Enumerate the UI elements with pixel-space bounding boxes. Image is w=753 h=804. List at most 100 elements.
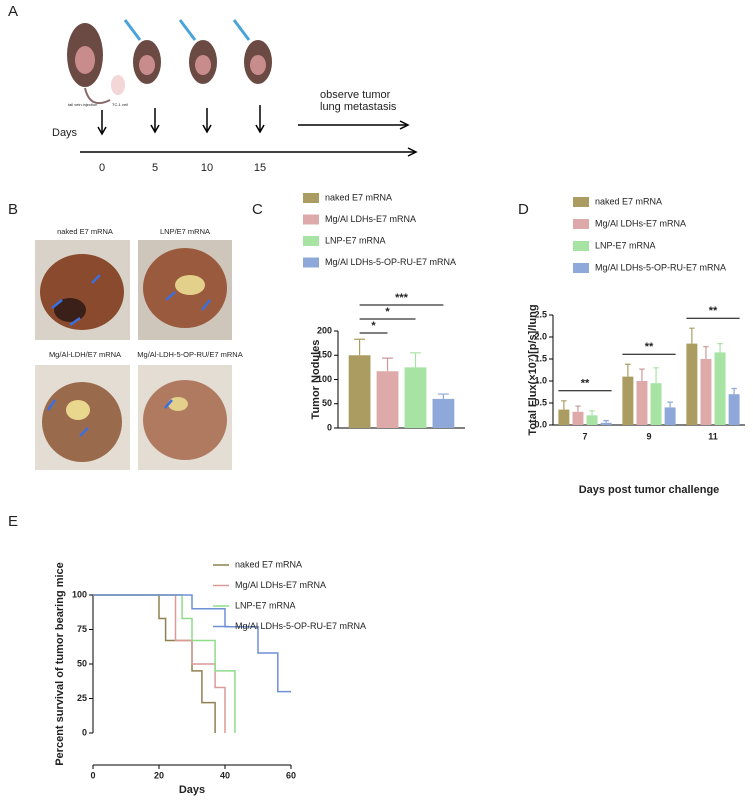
y-axis-title: Tumor Nodules — [310, 340, 322, 420]
x-tick-label: 20 — [154, 770, 164, 780]
legend-label: Mg/Al LDHs-5-OP-RU-E7 mRNA — [325, 257, 456, 267]
significance-label: * — [385, 306, 390, 318]
y-tick-label: 0.5 — [534, 397, 547, 407]
y-tick-label: 2.5 — [534, 309, 547, 319]
x-axis-title: Days — [179, 784, 205, 796]
y-tick-label: 0 — [82, 727, 87, 737]
error-bar — [589, 410, 595, 416]
outcome-text: lung metastasis — [320, 101, 397, 113]
y-tick-label: 100 — [72, 589, 87, 599]
legend-swatch — [303, 257, 319, 268]
legend-label: Mg/Al LDHs-E7 mRNA — [595, 218, 686, 228]
bar — [686, 343, 698, 425]
day-label: 0 — [99, 162, 105, 174]
significance-label: ** — [645, 341, 654, 353]
bar — [650, 383, 662, 425]
bar — [572, 411, 584, 425]
error-bar — [639, 368, 645, 381]
error-bar — [354, 338, 366, 356]
y-tick-label: 25 — [77, 693, 87, 703]
panel-label: D — [518, 201, 529, 218]
x-tick-label: 11 — [708, 431, 718, 441]
y-tick-label: 150 — [317, 350, 332, 360]
error-bar — [382, 357, 393, 372]
lung-photos — [35, 240, 232, 470]
bar — [348, 355, 371, 428]
bar — [636, 381, 648, 425]
day-label: 10 — [201, 162, 213, 174]
cell-label: TC-1 cell — [112, 102, 128, 107]
legend-label: Mg/Al LDHs-E7 mRNA — [235, 580, 326, 590]
legend-swatch — [573, 197, 589, 207]
legend-swatch — [573, 219, 589, 229]
survival-line — [93, 594, 291, 693]
y-tick-label: 100 — [317, 374, 332, 384]
timeline-arrows — [80, 105, 418, 157]
legend-swatch — [303, 193, 319, 203]
error-bar — [653, 367, 659, 384]
significance-label: *** — [395, 292, 409, 304]
bar — [404, 367, 427, 428]
bar — [600, 422, 612, 425]
y-tick-label: 2.0 — [534, 331, 547, 341]
image-label: LNP/E7 mRNA — [160, 227, 210, 236]
y-axis-title: Total Flux(×10⁷)[p/s]/lung — [527, 304, 539, 435]
legend-swatch — [573, 241, 589, 251]
legend-swatch — [573, 263, 589, 273]
outcome-text: observe tumor — [320, 89, 391, 101]
bar — [622, 376, 634, 425]
error-bar — [667, 401, 673, 408]
day-label: 5 — [152, 162, 158, 174]
legend-swatch — [303, 236, 319, 246]
mouse-illustrations — [67, 19, 272, 104]
days-label: Days — [52, 127, 78, 139]
error-bar — [689, 327, 695, 344]
x-tick-label: 9 — [646, 431, 651, 441]
bar — [432, 398, 455, 428]
error-bar — [625, 363, 631, 377]
panel-label: C — [252, 201, 263, 218]
legend-label: naked E7 mRNA — [325, 192, 392, 202]
error-bar — [575, 405, 581, 412]
day-label: 15 — [254, 162, 266, 174]
y-tick-label: 75 — [77, 624, 87, 634]
legend-label: naked E7 mRNA — [235, 559, 302, 569]
bar — [700, 359, 712, 425]
bar — [586, 415, 598, 425]
y-tick-label: 0 — [327, 422, 332, 432]
image-label: naked E7 mRNA — [57, 227, 113, 236]
error-bar — [561, 400, 567, 410]
bar — [376, 371, 399, 428]
error-bar — [717, 343, 723, 353]
y-tick-label: 200 — [317, 325, 332, 335]
y-tick-label: 50 — [322, 398, 332, 408]
legend-label: Mg/Al LDHs-5-OP-RU-E7 mRNA — [595, 262, 726, 272]
survival-line — [93, 594, 226, 733]
image-label: Mg/Al-LDH-5-OP-RU/E7 mRNA — [137, 350, 242, 359]
x-tick-label: 60 — [286, 770, 296, 780]
y-axis-title: Percent survival of tumor bearing mice — [54, 562, 66, 766]
error-bar — [437, 393, 449, 399]
x-axis-title: Days post tumor challenge — [579, 484, 720, 496]
panel-label: B — [8, 201, 18, 218]
legend-label: LNP-E7 mRNA — [235, 600, 296, 610]
error-bar — [703, 346, 709, 359]
injection-label: tail vein injection — [68, 102, 97, 107]
y-tick-label: 1.5 — [534, 353, 547, 363]
error-bar — [410, 352, 421, 368]
y-tick-label: 1.0 — [534, 375, 547, 385]
error-bar — [731, 387, 737, 395]
bar — [714, 352, 726, 425]
significance-label: ** — [581, 378, 590, 390]
bar — [558, 409, 570, 425]
x-tick-label: 0 — [90, 770, 95, 780]
bar — [664, 407, 676, 425]
x-tick-label: 7 — [582, 431, 587, 441]
significance-label: ** — [709, 305, 718, 317]
image-label: Mg/Al-LDH/E7 mRNA — [49, 350, 121, 359]
legend-label: Mg/Al LDHs-E7 mRNA — [325, 214, 416, 224]
legend-swatch — [303, 214, 319, 225]
legend-label: Mg/Al LDHs-5-OP-RU-E7 mRNA — [235, 621, 366, 631]
significance-label: * — [371, 320, 376, 332]
